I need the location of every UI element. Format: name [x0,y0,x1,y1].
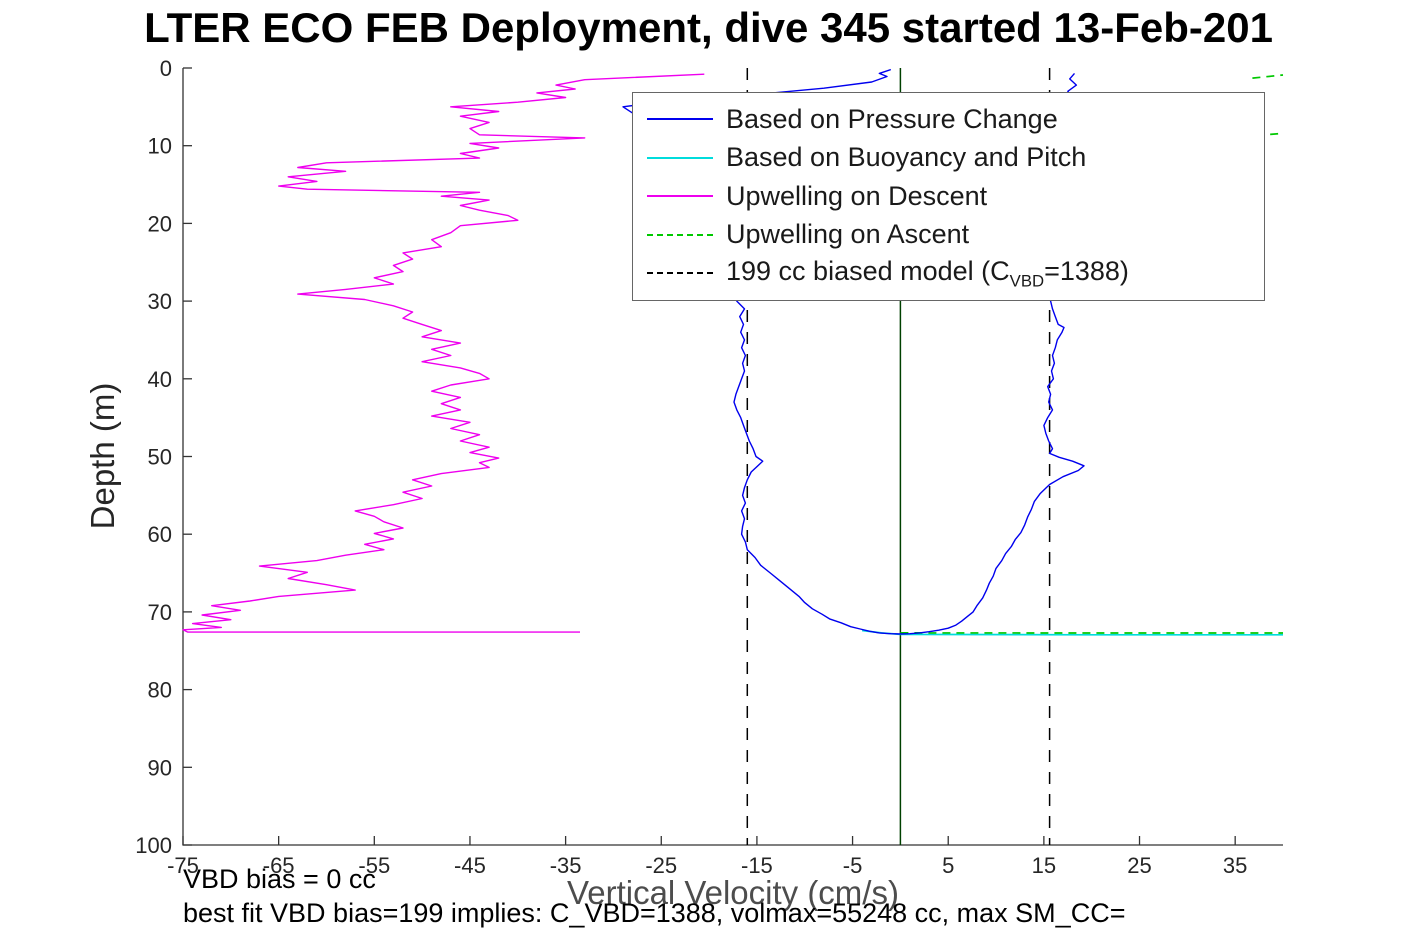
legend-label-upwelling-ascent: Upwelling on Ascent [726,219,970,250]
x-tick-label: 35 [1223,853,1247,878]
x-tick-label: -5 [843,853,863,878]
x-axis-label: Vertical Velocity (cm/s) [567,874,899,911]
legend-label-biased-model: 199 cc biased model (CVBD=1388) [726,255,1129,290]
series-pressure [622,68,1085,635]
y-tick-label: 30 [148,289,172,314]
y-tick-label: 10 [148,134,172,159]
x-tick-label: -65 [263,853,295,878]
x-tick-label: -45 [454,853,486,878]
x-tick-label: 25 [1127,853,1151,878]
x-tick-label: -75 [167,853,199,878]
legend-box: Based on Pressure Change Based on Buoyanc… [632,92,1265,301]
legend-label-upwelling-descent: Upwelling on Descent [726,180,988,211]
chart-title: LTER ECO FEB Deployment, dive 345 starte… [144,4,1273,51]
legend-item-pressure: Based on Pressure Change [647,100,1250,139]
legend-line-sample-buoyancy [647,156,713,159]
legend-label-pressure: Based on Pressure Change [726,103,1058,134]
legend-label-buoyancy: Based on Buoyancy and Pitch [726,142,1087,173]
legend-item-buoyancy: Based on Buoyancy and Pitch [647,139,1250,178]
y-axis-label: Depth (m) [84,382,121,530]
series-upwelling-ascent [1252,74,1284,79]
y-tick-label: 100 [135,833,172,858]
x-tick-label: -15 [741,853,773,878]
y-tick-label: 40 [148,367,172,392]
y-tick-label: 0 [160,56,172,81]
y-tick-label: 20 [148,211,172,236]
legend-line-sample-upwelling-descent [647,195,713,198]
series-upwelling-descent [182,73,705,633]
annotation-best-fit: best fit VBD bias=199 implies: C_VBD=138… [183,898,1126,928]
y-tick-label: 90 [148,755,172,780]
legend-item-upwelling-ascent: Upwelling on Ascent [647,216,1250,255]
legend-line-sample-upwelling-ascent [647,233,713,236]
y-tick-label: 50 [148,445,172,470]
legend-line-sample-biased-model [647,272,713,275]
y-tick-label: 60 [148,522,172,547]
x-tick-label: 15 [1032,853,1056,878]
annotation-vbd-bias: VBD bias = 0 cc [183,864,376,894]
legend-line-sample-pressure [647,118,713,121]
x-tick-label: -55 [358,853,390,878]
legend-item-biased-model: 199 cc biased model (CVBD=1388) [647,254,1250,293]
x-tick-label: -35 [550,853,582,878]
x-tick-label: 5 [942,853,954,878]
y-tick-label: 80 [148,678,172,703]
y-tick-label: 70 [148,600,172,625]
legend-item-upwelling-descent: Upwelling on Descent [647,177,1250,216]
x-tick-label: -25 [645,853,677,878]
